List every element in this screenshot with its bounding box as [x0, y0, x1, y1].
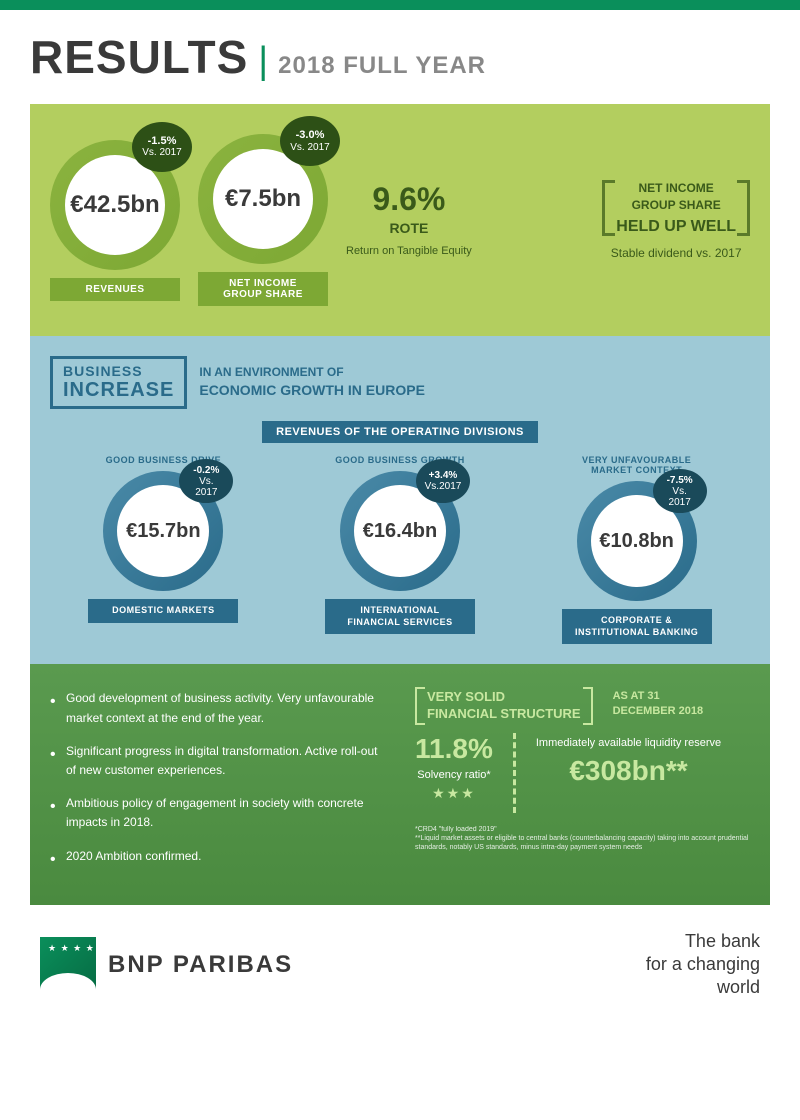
revenues-delta-badge: -1.5% Vs. 2017 [132, 122, 192, 172]
division-0: GOOD BUSINESS DRIVE -0.2%Vs. 2017 €15.7b… [88, 455, 238, 623]
environment-text: IN AN ENVIRONMENT OF ECONOMIC GROWTH IN … [199, 364, 425, 400]
revenues-metric: -1.5% Vs. 2017 €42.5bn REVENUES [50, 140, 180, 301]
division-delta-badge: -7.5%Vs. 2017 [653, 469, 707, 513]
tagline: The bank for a changing world [646, 930, 760, 1000]
division-2: VERY UNFAVOURABLE MARKET CONTEXT -7.5%Vs… [562, 455, 712, 644]
logo-icon: ★ ★ ★ ★ [40, 937, 96, 993]
division-label: CORPORATE & INSTITUTIONAL BANKING [562, 609, 712, 644]
division-label: INTERNATIONAL FINANCIAL SERVICES [325, 599, 475, 634]
net-income-label: NET INCOME GROUP SHARE [198, 272, 328, 306]
revenues-divisions-title: REVENUES OF THE OPERATING DIVISIONS [262, 421, 538, 443]
net-income-delta-badge: -3.0% Vs. 2017 [280, 116, 340, 166]
stars-icon: ★★★ [415, 785, 493, 802]
section-summary: Good development of business activity. V… [30, 664, 770, 904]
held-well-block: NET INCOME GROUP SHARE HELD UP WELL Stab… [602, 180, 750, 260]
solvency-metric: 11.8% Solvency ratio* ★★★ [415, 733, 493, 802]
divider [513, 733, 516, 813]
top-bar [0, 0, 800, 10]
bullet-list: Good development of business activity. V… [50, 689, 385, 879]
page-header: RESULTS | 2018 FULL YEAR [30, 30, 770, 84]
division-1: GOOD BUSINESS GROWTH +3.4%Vs.2017 €16.4b… [325, 455, 475, 634]
footer: ★ ★ ★ ★ BNP PARIBAS The bank for a chang… [30, 905, 770, 1025]
footnote: *CRD4 "fully loaded 2019" **Liquid marke… [415, 825, 750, 852]
title: RESULTS [30, 30, 248, 84]
brand-logo: ★ ★ ★ ★ BNP PARIBAS [40, 937, 293, 993]
division-delta-badge: -0.2%Vs. 2017 [179, 459, 233, 503]
financial-structure: VERY SOLID FINANCIAL STRUCTURE AS AT 31 … [415, 689, 750, 879]
division-label: DOMESTIC MARKETS [88, 599, 238, 623]
divider: | [258, 40, 268, 83]
net-income-metric: -3.0% Vs. 2017 €7.5bn NET INCOME GROUP S… [198, 134, 328, 306]
business-increase-box: BUSINESS INCREASE [50, 356, 187, 409]
fs-title: VERY SOLID FINANCIAL STRUCTURE [415, 689, 593, 723]
bullet-item: Significant progress in digital transfor… [50, 742, 385, 780]
section-key-metrics: -1.5% Vs. 2017 €42.5bn REVENUES -3.0% Vs… [30, 104, 770, 336]
subtitle: 2018 FULL YEAR [278, 52, 486, 80]
brand-name: BNP PARIBAS [108, 951, 293, 979]
revenues-label: REVENUES [50, 278, 180, 301]
division-delta-badge: +3.4%Vs.2017 [416, 459, 470, 503]
as-at-date: AS AT 31 DECEMBER 2018 [613, 689, 703, 723]
section-divisions: BUSINESS INCREASE IN AN ENVIRONMENT OF E… [30, 336, 770, 664]
bullet-item: Ambitious policy of engagement in societ… [50, 794, 385, 832]
rote-metric: 9.6% ROTE Return on Tangible Equity [346, 181, 472, 258]
bullet-item: Good development of business activity. V… [50, 689, 385, 727]
bullet-item: 2020 Ambition confirmed. [50, 847, 385, 866]
liquidity-metric: Immediately available liquidity reserve … [536, 733, 721, 787]
